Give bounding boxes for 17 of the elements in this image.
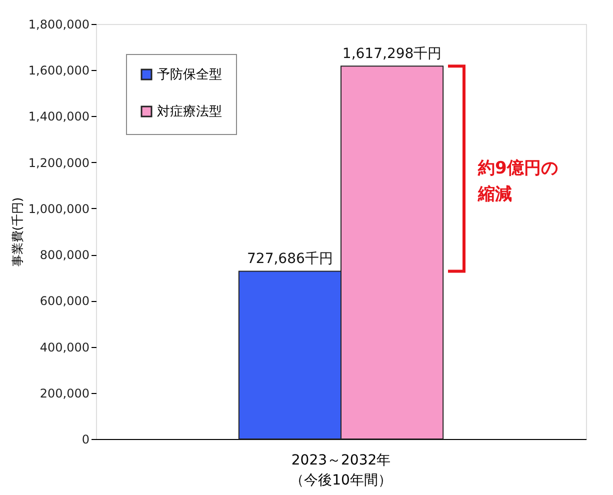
y-tick-label: 1,800,000 <box>28 18 90 32</box>
legend-label: 対症療法型 <box>157 104 222 120</box>
legend-label: 予防保全型 <box>157 68 222 82</box>
y-tick-label: 0 <box>82 432 90 446</box>
y-tick-label: 400,000 <box>40 340 90 354</box>
y-tick-label: 600,000 <box>40 294 90 308</box>
y-tick-label: 800,000 <box>40 248 90 262</box>
data-label: 727,686千円 <box>247 251 333 268</box>
y-tick-label: 1,000,000 <box>28 202 90 216</box>
annotation: 約9億円の縮減 <box>477 158 558 205</box>
data-label: 1,617,298千円 <box>342 46 442 62</box>
y-tick-label: 1,600,000 <box>28 64 90 78</box>
y-axis-title: 事業費(千円) <box>10 197 24 267</box>
y-tick-label: 1,400,000 <box>28 110 90 124</box>
y-tick-label: 200,000 <box>40 386 90 400</box>
x-tick-label: 2023～2032年（今後10年間） <box>290 452 392 488</box>
y-tick-label: 1,200,000 <box>28 156 90 170</box>
